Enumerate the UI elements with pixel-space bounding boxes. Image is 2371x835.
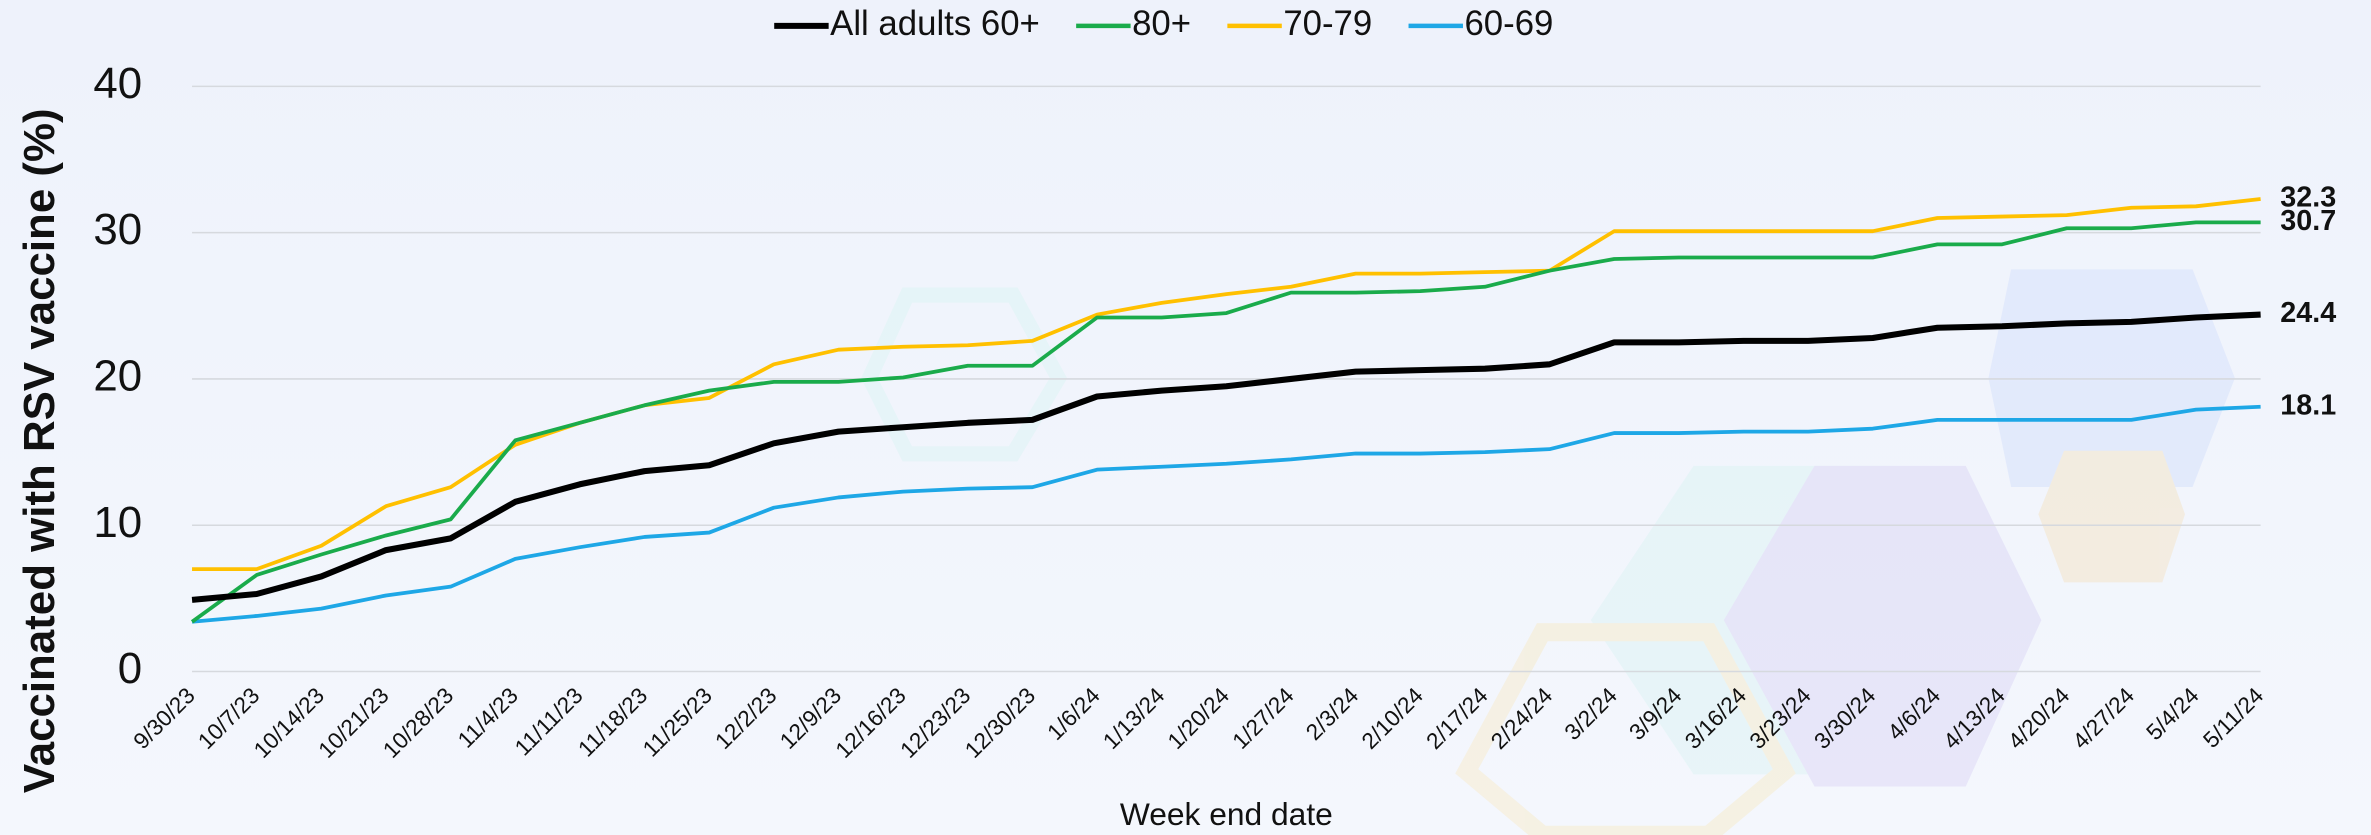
y-tick-label: 30: [93, 205, 142, 254]
x-tick-label: 3/2/24: [1559, 682, 1622, 745]
x-tick-label: 10/14/23: [248, 682, 329, 763]
end-label: 18.1: [2280, 389, 2336, 421]
x-tick-label: 1/6/24: [1042, 682, 1105, 745]
y-axis-title: Vaccinated with RSV vaccine (%): [15, 108, 64, 793]
x-axis-title: Week end date: [1120, 796, 1333, 832]
series-line: [192, 197, 2261, 572]
end-label: 30.7: [2280, 205, 2336, 237]
y-tick-label: 0: [118, 644, 142, 693]
decoration: [861, 269, 2235, 835]
y-tick-label: 20: [93, 352, 142, 401]
x-tick-label: 12/23/23: [895, 682, 976, 763]
series-line: [191, 311, 2261, 603]
x-tick-label: 12/30/23: [959, 682, 1040, 763]
end-label: 32.3: [2280, 182, 2336, 214]
x-tick-label: 11/11/23: [509, 682, 587, 760]
y-tick-label: 10: [93, 498, 142, 547]
x-tick-label: 1/27/24: [1227, 682, 1299, 754]
legend-label: 80+: [1132, 5, 1191, 43]
x-tick-label: 4/27/24: [2067, 682, 2139, 754]
y-tick-label: 40: [93, 59, 142, 108]
x-tick-label: 10/28/23: [378, 682, 459, 763]
legend-label: 60-69: [1464, 5, 1553, 43]
legend-label: All adults 60+: [830, 5, 1040, 43]
x-tick-label: 12/16/23: [830, 682, 911, 763]
x-tick-label: 5/11/24: [2198, 682, 2269, 753]
legend-label: 70-79: [1283, 5, 1372, 43]
x-tick-label: 1/20/24: [1162, 682, 1234, 754]
x-tick-label: 1/13/24: [1098, 682, 1170, 754]
x-tick-label: 4/20/24: [2003, 682, 2075, 754]
x-tick-label: 11/25/23: [637, 682, 717, 762]
x-tick-label: 2/10/24: [1356, 682, 1428, 754]
x-tick-label: 2/3/24: [1300, 682, 1363, 745]
x-tick-label: 12/2/23: [710, 682, 782, 754]
x-tick-label: 11/18/23: [573, 682, 653, 762]
series-line: [191, 404, 2261, 624]
end-label: 24.4: [2280, 297, 2336, 329]
x-tick-label: 10/21/23: [313, 682, 394, 763]
series-line: [190, 220, 2261, 624]
x-tick-label: 5/4/24: [2141, 682, 2204, 745]
